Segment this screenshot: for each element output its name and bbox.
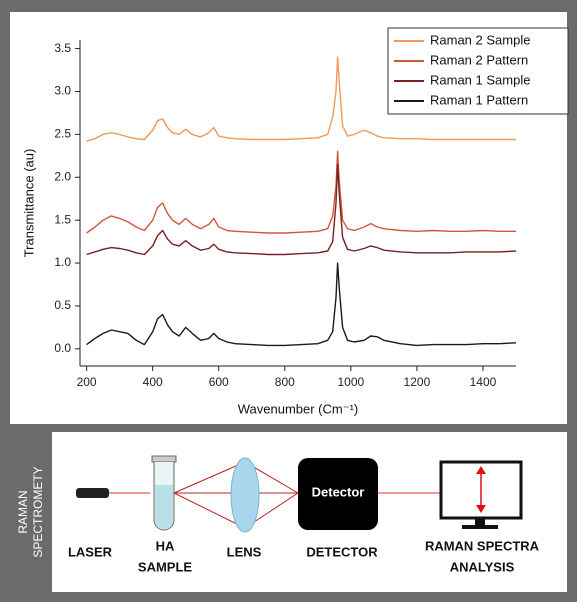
side-label: SPECTROMETY <box>31 466 45 557</box>
y-tick-label: 1.5 <box>54 212 71 226</box>
tube-liquid <box>155 485 173 529</box>
component-label: RAMAN SPECTRA <box>425 538 540 553</box>
series-line <box>86 163 517 256</box>
component-label: DETECTOR <box>306 544 378 559</box>
legend-label: Raman 1 Pattern <box>430 92 528 107</box>
x-tick-label: 1400 <box>470 375 497 389</box>
component-label: ANALYSIS <box>450 559 515 574</box>
chart: 0.0 0.5 1.0 1.5 2.0 2.5 3.0 3.5 200 400 600 800 1000… <box>21 27 569 416</box>
detector-text: Detector <box>312 484 365 499</box>
y-tick-label: 3.5 <box>54 41 71 55</box>
monitor-neck <box>475 518 485 525</box>
x-tick-label: 1200 <box>404 375 431 389</box>
beam <box>173 461 246 494</box>
component-label: LENS <box>227 544 262 559</box>
series-line <box>86 150 516 234</box>
legend-label: Raman 2 Sample <box>430 32 530 47</box>
component-label: SAMPLE <box>138 559 193 574</box>
y-tick-label: 0.0 <box>54 341 71 355</box>
y-axis-label: Transmittance (au) <box>21 149 36 258</box>
component-label: HA <box>156 538 175 553</box>
diagram: RAMAN SPECTROMETY Detector LASER HA SAMP… <box>10 432 540 592</box>
y-tick-label: 2.5 <box>54 127 71 141</box>
x-tick-label: 400 <box>143 375 163 389</box>
y-tick-label: 2.0 <box>54 169 71 183</box>
series-line <box>86 56 516 142</box>
x-tick-label: 200 <box>77 375 97 389</box>
side-label: RAMAN <box>16 490 30 533</box>
laser-icon <box>76 488 109 498</box>
detector-box <box>298 458 378 530</box>
component-label: LASER <box>68 544 113 559</box>
tube-cap <box>151 455 177 463</box>
x-tick-label: 800 <box>275 375 295 389</box>
legend-label: Raman 1 Sample <box>430 72 530 87</box>
legend-box <box>387 27 569 115</box>
lens <box>230 457 260 533</box>
side-strip <box>10 432 52 592</box>
y-tick-label: 1.0 <box>54 255 71 269</box>
y-tick-label: 3.0 <box>54 84 71 98</box>
legend-label: Raman 2 Pattern <box>430 52 528 67</box>
series-line <box>86 262 517 347</box>
x-tick-label: 600 <box>209 375 229 389</box>
x-tick-label: 1000 <box>337 375 364 389</box>
y-tick-label: 0.5 <box>54 298 71 312</box>
monitor-base <box>462 525 498 529</box>
beam <box>173 492 246 529</box>
x-axis-label: Wavenumber (Cm⁻¹) <box>238 401 359 416</box>
